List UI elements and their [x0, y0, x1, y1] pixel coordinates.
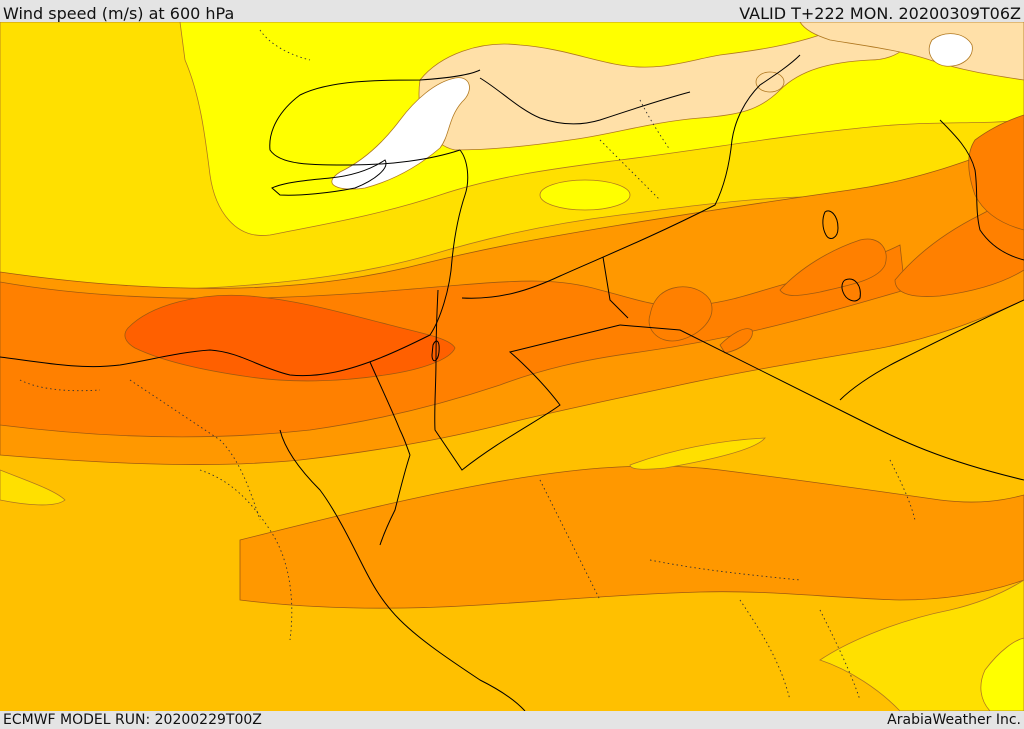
- patch-light-mid: [539, 179, 631, 211]
- footer-bar: ECMWF MODEL RUN: 20200229T00Z ArabiaWeat…: [0, 711, 1024, 729]
- wind-speed-map: [0, 22, 1024, 711]
- sinai-red-sea-coast: [279, 429, 526, 711]
- dead-sea: [431, 340, 440, 362]
- coastlines-and-borders: [0, 54, 1024, 711]
- patch-light-southeast: [980, 637, 1024, 711]
- persian-gulf-coast: [939, 119, 1024, 261]
- patch-low-southwest: [0, 469, 66, 506]
- patch-low-mid: [629, 437, 766, 470]
- turkey-coast: [269, 69, 481, 166]
- region-white-ne: [928, 33, 973, 67]
- region-pale-north: [418, 29, 909, 151]
- saudi-east-border: [839, 299, 1024, 401]
- region-pale-northeast: [799, 22, 1024, 81]
- syria-iraq-border: [602, 256, 629, 319]
- gulf-of-aqaba: [379, 454, 411, 546]
- header-bar: Wind speed (m/s) at 600 hPa VALID T+222 …: [0, 0, 1024, 22]
- syria-border-east: [461, 54, 801, 299]
- model-run-label: ECMWF MODEL RUN: 20200229T00Z: [3, 712, 262, 728]
- band-low-south: [819, 579, 1024, 711]
- north-africa-coast: [0, 334, 431, 377]
- patch-pale-small: [755, 71, 785, 93]
- valid-time-label: VALID T+222 MON. 20200309T06Z: [739, 4, 1021, 22]
- region-higher-east: [894, 189, 1024, 297]
- region-higher-syria: [779, 238, 887, 296]
- chart-title: Wind speed (m/s) at 600 hPa: [3, 4, 235, 22]
- region-highest-core: [124, 294, 456, 382]
- iraq-saudi-border: [619, 324, 1024, 481]
- island-east-1: [822, 210, 839, 239]
- province-boundaries: [19, 29, 916, 701]
- island-east-2: [841, 278, 861, 302]
- levant-coast: [429, 149, 469, 336]
- turkey-syria-border: [479, 77, 691, 125]
- region-white-north: [331, 77, 470, 190]
- patch-higher-small: [719, 328, 753, 354]
- region-higher-ne: [968, 114, 1024, 231]
- credit-label: ArabiaWeather Inc.: [887, 712, 1021, 728]
- cyprus-outline: [271, 159, 387, 196]
- jordan-border: [434, 289, 621, 471]
- region-higher-iraq: [648, 286, 713, 342]
- egypt-israel-border: [369, 361, 411, 456]
